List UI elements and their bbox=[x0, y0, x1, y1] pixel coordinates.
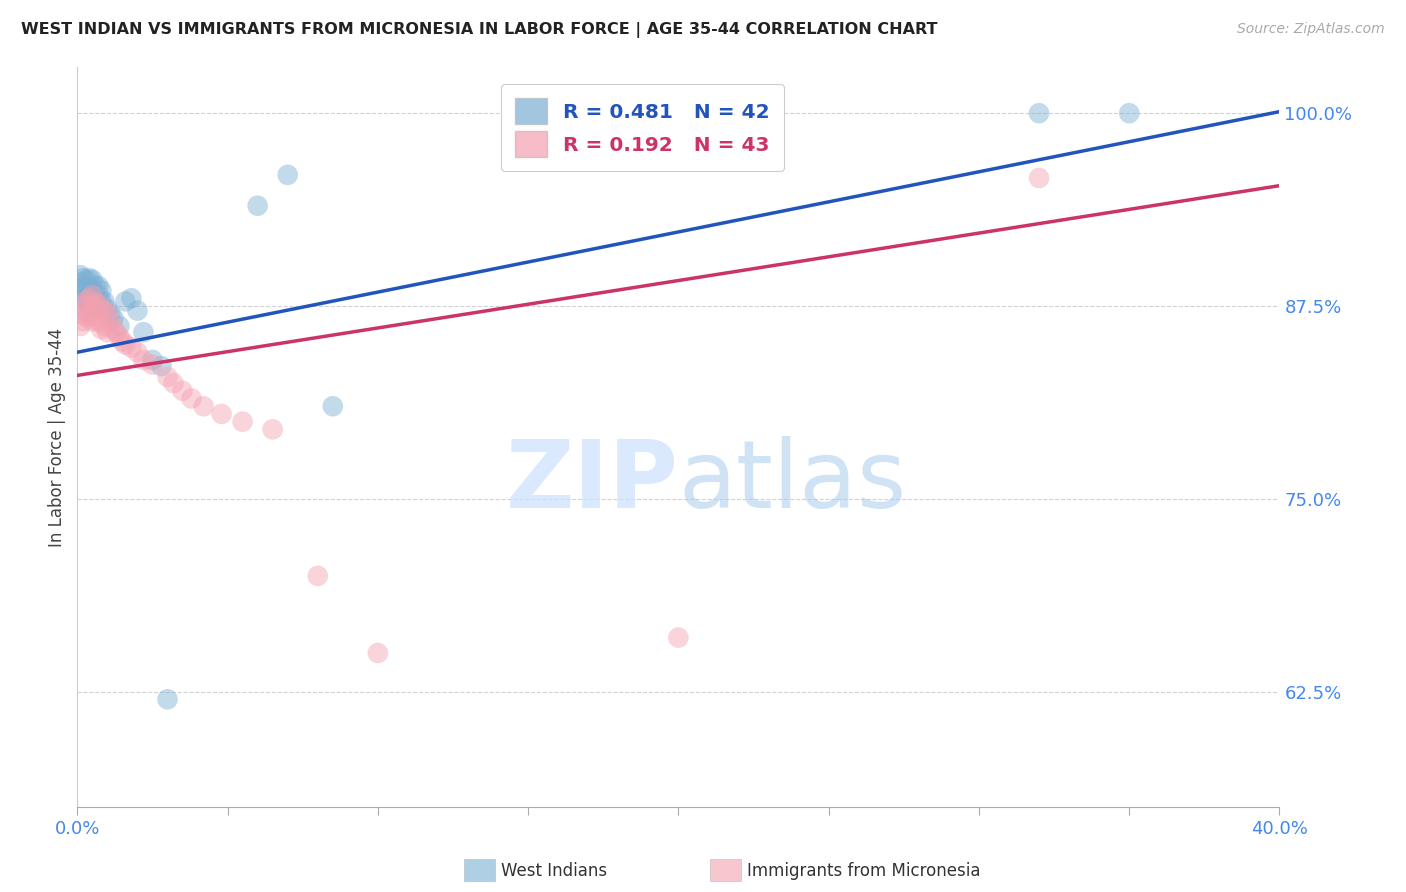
Point bbox=[72, 291, 94, 305]
Point bbox=[193, 399, 215, 413]
Point bbox=[90, 284, 112, 298]
Point bbox=[150, 359, 173, 373]
Point bbox=[277, 168, 299, 182]
Point bbox=[82, 273, 104, 287]
Point bbox=[103, 311, 125, 326]
Point bbox=[141, 353, 163, 368]
Y-axis label: In Labor Force | Age 35-44: In Labor Force | Age 35-44 bbox=[48, 327, 66, 547]
Point bbox=[156, 370, 179, 384]
Point bbox=[84, 279, 107, 293]
Point bbox=[84, 288, 107, 302]
Point bbox=[108, 330, 131, 344]
Point bbox=[75, 294, 97, 309]
Point bbox=[120, 291, 142, 305]
Point bbox=[90, 294, 112, 309]
Point bbox=[105, 325, 128, 339]
Point bbox=[79, 291, 101, 305]
Point bbox=[156, 692, 179, 706]
Point bbox=[307, 569, 329, 583]
Point bbox=[69, 318, 91, 333]
Point bbox=[96, 301, 118, 316]
Point bbox=[79, 288, 101, 302]
Point bbox=[87, 314, 110, 328]
Point bbox=[668, 631, 690, 645]
Point bbox=[72, 314, 94, 328]
Point bbox=[90, 322, 112, 336]
Point bbox=[96, 307, 118, 321]
Point bbox=[132, 353, 155, 368]
Point bbox=[141, 358, 163, 372]
Point bbox=[108, 318, 131, 333]
Point bbox=[93, 318, 115, 333]
Point bbox=[93, 303, 115, 318]
Point bbox=[79, 297, 101, 311]
Point bbox=[82, 291, 104, 305]
Point bbox=[75, 273, 97, 287]
Point bbox=[180, 392, 202, 406]
Point bbox=[90, 301, 112, 316]
Point bbox=[84, 299, 107, 313]
Point bbox=[114, 294, 136, 309]
Point bbox=[82, 288, 104, 302]
Text: West Indians: West Indians bbox=[501, 862, 606, 880]
Point bbox=[132, 325, 155, 339]
Point bbox=[82, 299, 104, 313]
Point bbox=[87, 297, 110, 311]
Point bbox=[262, 422, 284, 436]
Point bbox=[111, 334, 134, 349]
Point bbox=[72, 271, 94, 285]
Text: WEST INDIAN VS IMMIGRANTS FROM MICRONESIA IN LABOR FORCE | AGE 35-44 CORRELATION: WEST INDIAN VS IMMIGRANTS FROM MICRONESI… bbox=[21, 22, 938, 38]
Point bbox=[114, 337, 136, 351]
Point bbox=[162, 376, 184, 390]
Point bbox=[93, 294, 115, 309]
Text: Source: ZipAtlas.com: Source: ZipAtlas.com bbox=[1237, 22, 1385, 37]
Point bbox=[79, 307, 101, 321]
Legend: R = 0.481   N = 42, R = 0.192   N = 43: R = 0.481 N = 42, R = 0.192 N = 43 bbox=[501, 85, 785, 171]
Point bbox=[246, 199, 269, 213]
Point bbox=[72, 299, 94, 313]
Text: Immigrants from Micronesia: Immigrants from Micronesia bbox=[747, 862, 980, 880]
Point bbox=[211, 407, 233, 421]
Point bbox=[82, 301, 104, 316]
Point bbox=[84, 310, 107, 324]
Point bbox=[127, 303, 149, 318]
Point bbox=[75, 294, 97, 309]
Point bbox=[84, 296, 107, 310]
Point bbox=[1028, 171, 1050, 186]
Point bbox=[72, 280, 94, 294]
Point bbox=[75, 284, 97, 298]
Point bbox=[172, 384, 194, 398]
Point bbox=[100, 307, 122, 321]
Point bbox=[103, 322, 125, 336]
Point bbox=[232, 415, 254, 429]
Point bbox=[69, 284, 91, 298]
Point bbox=[82, 314, 104, 328]
Text: atlas: atlas bbox=[679, 435, 907, 527]
Point bbox=[69, 307, 91, 321]
Point bbox=[82, 282, 104, 296]
Point bbox=[87, 279, 110, 293]
Point bbox=[127, 345, 149, 359]
Point bbox=[322, 399, 344, 413]
Point bbox=[79, 271, 101, 285]
Point bbox=[1028, 106, 1050, 120]
Point bbox=[75, 303, 97, 318]
Point bbox=[87, 288, 110, 302]
Point bbox=[96, 325, 118, 339]
Point bbox=[120, 341, 142, 355]
Point bbox=[75, 310, 97, 324]
Point bbox=[1118, 106, 1140, 120]
Point bbox=[69, 268, 91, 282]
Point bbox=[79, 280, 101, 294]
Point bbox=[100, 314, 122, 328]
Point bbox=[69, 276, 91, 290]
Point bbox=[367, 646, 389, 660]
Text: ZIP: ZIP bbox=[506, 435, 679, 527]
